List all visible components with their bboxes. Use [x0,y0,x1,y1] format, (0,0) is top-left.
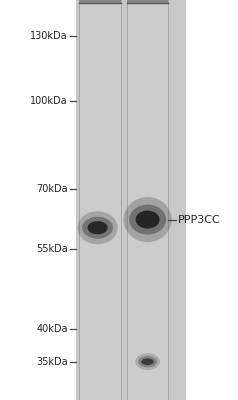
Text: PPP3CC: PPP3CC [178,214,221,224]
Ellipse shape [141,358,154,365]
Text: 40kDa: 40kDa [36,324,68,334]
Bar [127,0,169,400]
Ellipse shape [129,204,166,234]
Text: 100kDa: 100kDa [30,96,68,106]
Bar [127,0,169,3]
Ellipse shape [77,211,118,244]
Ellipse shape [135,353,160,370]
Bar [79,0,121,3]
Ellipse shape [82,217,113,239]
Ellipse shape [138,356,157,367]
Text: 35kDa: 35kDa [36,357,68,367]
Text: 55kDa: 55kDa [36,244,68,254]
Ellipse shape [136,210,159,228]
Ellipse shape [124,197,172,242]
Text: 70kDa: 70kDa [36,184,68,194]
Bar [79,0,121,400]
Text: 130kDa: 130kDa [30,30,68,40]
Bar [76,0,186,400]
Ellipse shape [88,221,108,234]
